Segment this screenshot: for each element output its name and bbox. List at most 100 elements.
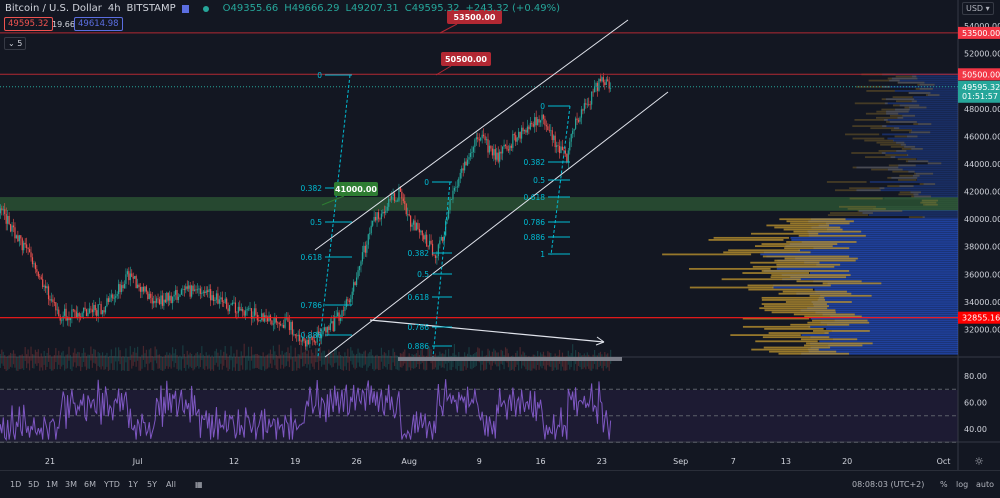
channel-lower[interactable] [324, 91, 669, 358]
time-tick: 16 [535, 457, 545, 466]
volume-profile-bar [759, 307, 828, 310]
volume-bar [237, 356, 239, 371]
candle-body [53, 302, 55, 303]
candle-body [570, 134, 572, 142]
volume-bar [372, 355, 374, 370]
volume-bar [262, 352, 264, 367]
volume-bar [74, 348, 76, 363]
volume-bar [531, 356, 533, 371]
volume-profile-bar [908, 170, 958, 173]
volume-profile-bar [761, 243, 838, 245]
range-5d[interactable]: 5D [28, 480, 40, 489]
volume-bar [145, 349, 147, 364]
range-1y[interactable]: 1Y [128, 480, 138, 489]
candle-body [529, 122, 531, 130]
candle-body [465, 161, 467, 166]
candle-body [519, 131, 521, 139]
range-3m[interactable]: 3M [65, 480, 77, 489]
percent-toggle[interactable]: % [940, 480, 948, 489]
candle-body [331, 321, 333, 324]
candle-body [107, 298, 109, 302]
interval[interactable]: 4h [107, 3, 121, 14]
indicators-toggle[interactable]: ⌄ 5 [4, 37, 27, 50]
price-callout[interactable] [441, 52, 491, 66]
price-callout[interactable] [334, 182, 378, 196]
volume-profile-bar [862, 212, 958, 214]
volume-bar [151, 356, 153, 371]
settings-gear-icon[interactable]: ☼ [974, 455, 984, 468]
volume-bar [297, 354, 299, 369]
volume-profile-bar [776, 267, 958, 270]
volume-bar [14, 353, 16, 368]
candle-body [601, 77, 603, 82]
volume-bar [366, 356, 368, 371]
candle-body [259, 319, 261, 321]
range-5y[interactable]: 5Y [147, 480, 157, 489]
price-callout[interactable] [447, 10, 502, 24]
log-toggle[interactable]: log [956, 480, 969, 489]
candle-body [541, 114, 543, 121]
volume-bar [201, 346, 203, 361]
candle-body [68, 317, 70, 321]
candle-body [480, 137, 482, 141]
sell-button[interactable]: 49595.32 [4, 17, 53, 31]
candle-body [488, 145, 491, 153]
volume-profile-bar [801, 241, 958, 243]
volume-profile-bar [856, 166, 958, 169]
time-tick: 12 [229, 457, 239, 466]
candle-body [226, 298, 228, 309]
buy-button[interactable]: 49614.98 [74, 17, 123, 31]
channel-upper[interactable] [314, 19, 629, 251]
range-1d[interactable]: 1D [10, 480, 22, 489]
range-1m[interactable]: 1M [46, 480, 58, 489]
range-ytd[interactable]: YTD [104, 480, 120, 489]
currency-select[interactable]: USD ▾ [962, 2, 994, 15]
volume-bar [218, 355, 220, 370]
time-tick: 26 [352, 457, 362, 466]
candle-body [236, 312, 238, 314]
candle-body [576, 118, 578, 120]
candle-body [12, 225, 15, 228]
volume-profile-bar [813, 303, 958, 305]
candle-body [11, 225, 13, 232]
volume-bar [119, 350, 121, 365]
candle-body [462, 168, 464, 171]
volume-profile-bar [819, 340, 958, 343]
volume-bar [337, 355, 339, 370]
trend-arrow[interactable] [369, 319, 605, 343]
candle-body [211, 295, 213, 301]
volume-bar [424, 356, 426, 371]
calendar-icon[interactable]: ▦ [195, 480, 203, 489]
candle-body [608, 81, 610, 89]
price-chart[interactable]: 0 0.382 0.5 0.618 0.786 0.886 0 0.382 0.5 0.618 0.… [0, 0, 1000, 470]
candle-body [204, 291, 206, 294]
candle-body [595, 83, 597, 87]
volume-profile-bar [827, 323, 958, 326]
symbol-title[interactable]: Bitcoin / U.S. Dollar [5, 3, 102, 14]
volume-bar [228, 355, 231, 370]
candle-body [523, 130, 526, 132]
support-zone[interactable] [0, 197, 958, 211]
range-6m[interactable]: 6M [84, 480, 96, 489]
fib-retracement[interactable]: 0 0.382 0.5 0.618 0.786 0.886 [408, 178, 452, 358]
volume-profile-bar [776, 265, 958, 268]
volume-bar [220, 349, 222, 364]
volume-profile-bar [897, 81, 925, 84]
clock-time[interactable]: 08:08:03 (UTC+2) [852, 480, 925, 489]
fib-retracement[interactable]: 0 0.382 0.5 0.618 0.786 0.886 [301, 71, 352, 358]
range-all[interactable]: All [166, 480, 176, 489]
volume-bar [134, 347, 136, 362]
volume-profile-bar [904, 106, 927, 109]
volume-profile-bar [918, 123, 958, 125]
volume-bar [478, 348, 480, 363]
volume-bar [30, 346, 32, 361]
auto-toggle[interactable]: auto [976, 480, 995, 489]
flag-icon[interactable] [181, 4, 189, 13]
time-tick: Aug [401, 457, 417, 466]
volume-bar [354, 355, 356, 370]
fib-retracement[interactable]: 0 0.382 0.5 0.618 0.786 0.886 1 [524, 102, 571, 259]
candle-body [356, 277, 358, 286]
candle-body [338, 312, 340, 321]
volume-profile-bar [825, 222, 958, 225]
price-tick: 46000.00 [964, 132, 1000, 141]
